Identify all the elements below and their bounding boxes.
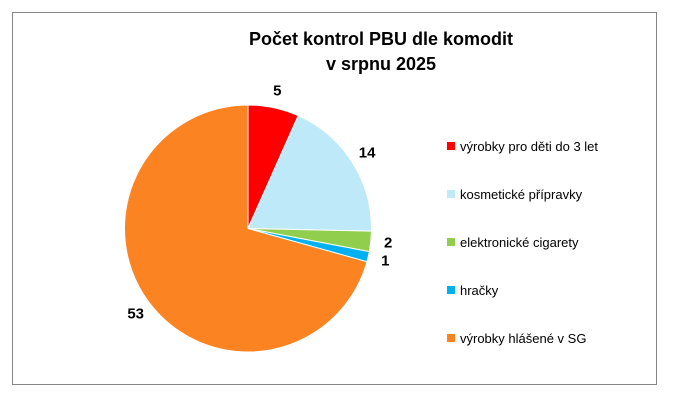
legend-swatch-icon xyxy=(447,334,455,342)
chart-title-line-1: Počet kontrol PBU dle komodit xyxy=(248,29,514,49)
legend-item[interactable]: elektronické cigarety xyxy=(447,234,579,250)
legend-swatch-icon xyxy=(447,142,455,150)
legend-item[interactable]: hračky xyxy=(447,282,498,298)
legend-label: hračky xyxy=(460,282,499,298)
legend-item[interactable]: výrobky pro děti do 3 let xyxy=(447,138,598,154)
legend-item[interactable]: kosmetické přípravky xyxy=(447,186,582,202)
pie-slice-2[interactable] xyxy=(247,115,372,232)
legend-swatch-icon xyxy=(447,238,455,246)
chart-title: Počet kontrol PBU dle komodit v srpnu 20… xyxy=(249,27,513,77)
legend-swatch-icon xyxy=(447,190,455,198)
legend-label: kosmetické přípravky xyxy=(460,186,583,202)
chart-title-line-2: v srpnu 2025 xyxy=(325,54,437,74)
legend-label: výrobky pro děti do 3 let xyxy=(460,138,599,154)
slice-value-label: 53 xyxy=(127,305,145,323)
pie-slice-5[interactable] xyxy=(124,104,368,353)
legend-swatch-icon xyxy=(447,286,455,294)
slice-value-label: 14 xyxy=(358,144,376,162)
slice-value-label: 5 xyxy=(273,82,282,100)
legend-label: výrobky hlášené v SG xyxy=(460,330,587,346)
legend-item[interactable]: výrobky hlášené v SG xyxy=(447,330,586,346)
legend-label: elektronické cigarety xyxy=(460,234,579,250)
slice-value-label: 2 xyxy=(384,234,393,252)
slice-value-label: 1 xyxy=(381,252,390,270)
